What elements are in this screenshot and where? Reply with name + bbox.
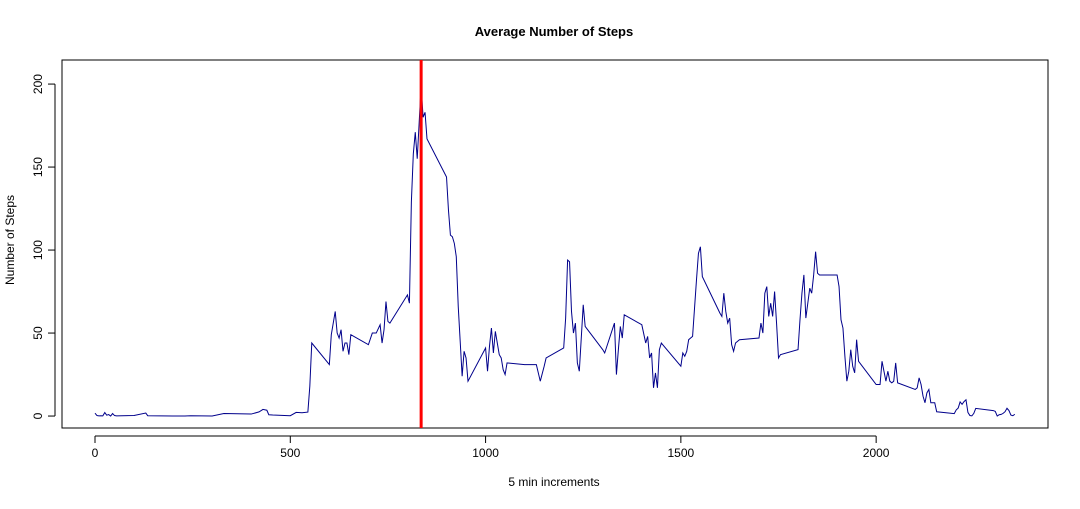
y-axis-label: Number of Steps — [3, 195, 17, 285]
y-tick-label: 0 — [31, 412, 45, 419]
y-tick-label: 150 — [31, 157, 45, 177]
x-tick-label: 1000 — [472, 446, 499, 460]
x-tick-label: 0 — [92, 446, 99, 460]
x-axis-label: 5 min increments — [508, 475, 599, 489]
y-tick-label: 50 — [31, 326, 45, 340]
plot-box — [61, 59, 1049, 429]
x-tick-label: 2000 — [863, 446, 890, 460]
y-tick-label: 100 — [31, 240, 45, 260]
y-tick-label: 200 — [31, 74, 45, 94]
data-line — [94, 85, 1016, 417]
chart-title: Average Number of Steps — [475, 24, 633, 39]
x-tick-label: 500 — [280, 446, 300, 460]
x-tick-label: 1500 — [668, 446, 695, 460]
